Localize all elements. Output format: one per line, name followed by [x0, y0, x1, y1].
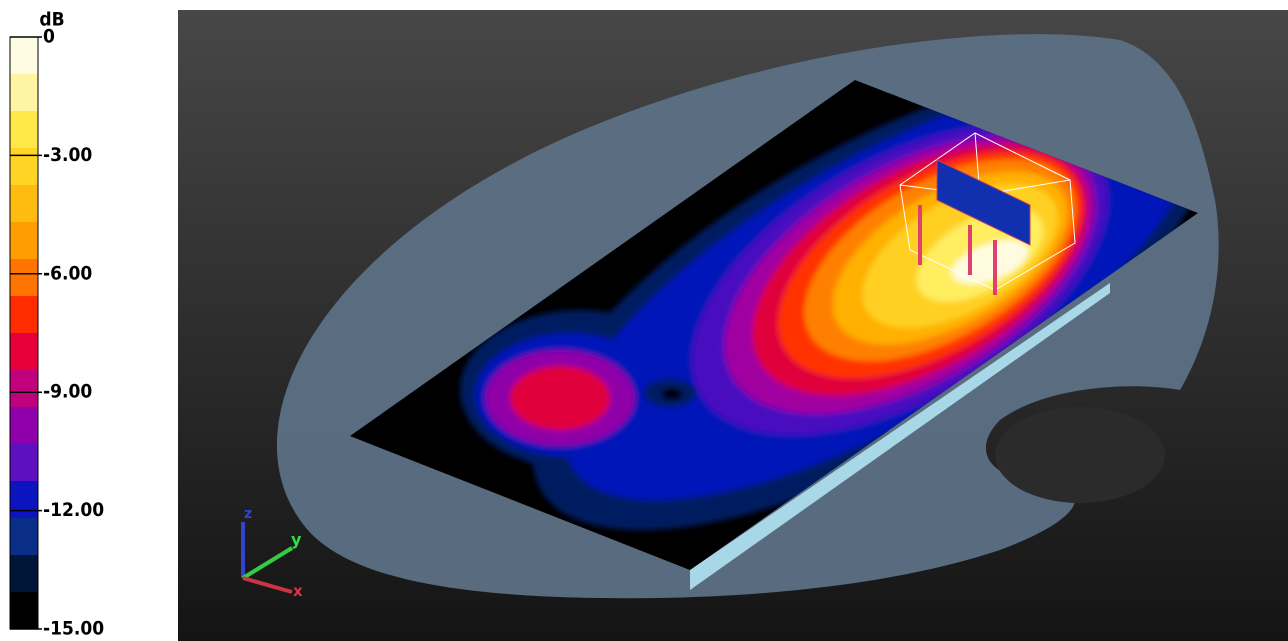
plate-edge — [690, 283, 1110, 590]
colorbar: 0 -3.00 -6.00 -9.00 -12.00 -15.00 — [9, 26, 104, 640]
colorbar-band — [10, 407, 38, 445]
colorbar-band — [10, 444, 38, 482]
colorbar-band — [10, 148, 38, 186]
axis-label: y — [291, 530, 302, 549]
colorbar-unit: dB — [39, 9, 64, 31]
device-wireframe — [899, 132, 1076, 295]
colorbar-tick-label: -12.00 — [43, 499, 104, 521]
axis-label: z — [244, 506, 252, 522]
colorbar-band — [10, 37, 38, 75]
colorbar-band — [10, 333, 38, 371]
colorbar-tick-label: -3.00 — [43, 144, 92, 166]
colorbar-tick-label: -15.00 — [43, 618, 104, 640]
colorbar-band — [10, 592, 38, 630]
colorbar-band — [10, 296, 38, 334]
colorbar-band — [10, 555, 38, 593]
colorbar-band — [10, 481, 38, 519]
colorbar-band — [10, 222, 38, 260]
colorbar-band — [10, 370, 38, 408]
colorbar-tick-label: 0 — [43, 26, 55, 48]
colorbar-band — [10, 111, 38, 149]
colorbar-band — [10, 518, 38, 556]
colorbar-band — [10, 74, 38, 112]
colorbar-tick-label: -6.00 — [43, 262, 92, 284]
axis-triad: z y x — [241, 506, 303, 600]
cutout — [995, 407, 1165, 503]
axis-label: x — [293, 582, 303, 600]
colorbar-band — [10, 185, 38, 223]
colorbar-tick-label: -9.00 — [43, 381, 92, 403]
colorbar-band — [10, 259, 38, 297]
